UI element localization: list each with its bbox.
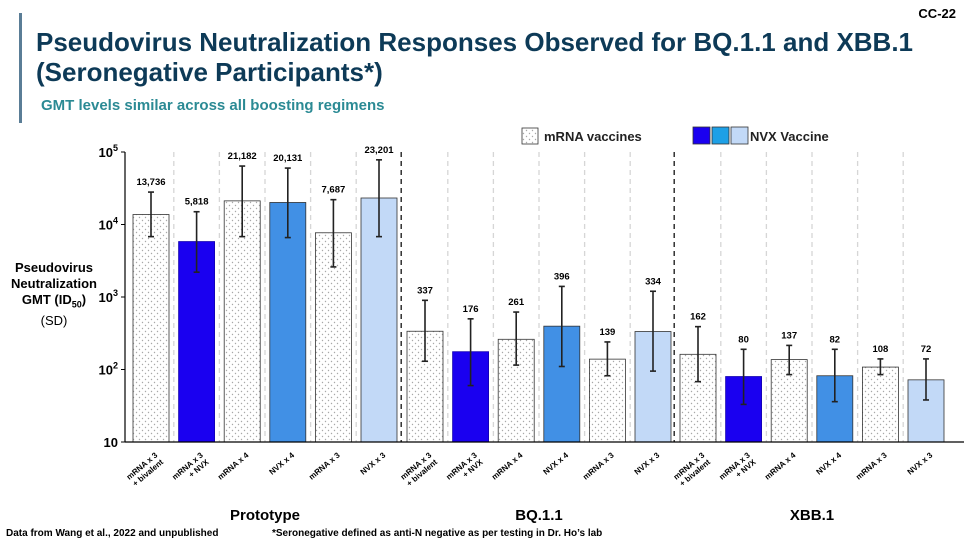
y-axis-label-line2: Neutralization: [11, 276, 97, 291]
group-label-prototype: Prototype: [230, 507, 300, 524]
data-label: 20,131: [273, 153, 303, 164]
y-axis-label: Pseudovirus Neutralization GMT (ID50) (S…: [0, 260, 108, 329]
data-label: 80: [738, 334, 749, 345]
data-label: 72: [921, 344, 932, 355]
category-label: mRNA x 4: [763, 450, 798, 481]
category-label: mRNA x 3: [854, 450, 889, 481]
data-label: 137: [781, 330, 797, 341]
bar-prototype-3: [223, 200, 261, 443]
y-axis-label-line3: GMT (ID50): [0, 292, 108, 313]
category-label: NVX x 3: [906, 450, 935, 476]
data-label: 82: [830, 334, 841, 345]
y-axis-label-line1: Pseudovirus: [14, 260, 94, 275]
bar-prototype-2: [178, 241, 216, 443]
footer-source: Data from Wang et al., 2022 and unpublis…: [6, 528, 219, 539]
data-label: 5,818: [185, 197, 209, 208]
y-tick-label: 103: [99, 288, 118, 305]
y-tick-label: 10: [104, 435, 118, 450]
grid-layer: [173, 152, 904, 442]
data-label: 334: [645, 276, 662, 287]
bar-prototype-6: [360, 197, 398, 443]
category-label: mRNA x 3+ NVX: [444, 450, 485, 488]
y-axis-label-line3-prefix: GMT (ID: [21, 292, 72, 307]
slide-title: Pseudovirus Neutralization Responses Obs…: [36, 27, 914, 87]
data-label: 162: [690, 312, 706, 323]
legend-label-mrna: mRNA vaccines: [544, 129, 642, 144]
legend-swatch-nvx-1: [692, 126, 711, 145]
bar-xbb1-5: [862, 366, 899, 443]
data-label: 176: [463, 304, 479, 315]
bars-layer: 13,736 5,818 21,182 20,131 7,687 23,201 337 176…: [132, 145, 945, 443]
data-label: 337: [417, 285, 433, 296]
data-label: 139: [599, 327, 615, 338]
footer-note: *Seronegative defined as anti-N negative…: [272, 528, 603, 539]
category-label: mRNA x 3+ NVX: [717, 450, 758, 488]
category-label: mRNA x 3+ bivalent: [125, 450, 166, 488]
category-label: mRNA x 3+ bivalent: [672, 450, 713, 488]
slide-subtitle: GMT levels similar across all boosting r…: [41, 97, 385, 114]
data-label: 23,201: [364, 145, 394, 156]
data-label: 13,736: [136, 177, 165, 188]
category-label: mRNA x 4: [490, 450, 525, 481]
category-label: mRNA x 3: [307, 450, 342, 481]
y-tick-label: 105: [99, 143, 118, 160]
legend-swatch-mrna: [521, 127, 539, 145]
category-label: mRNA x 3+ bivalent: [399, 450, 440, 488]
group-label-xbb1: XBB.1: [790, 507, 834, 524]
data-label: 7,687: [322, 185, 346, 196]
data-label: 21,182: [228, 151, 257, 162]
data-label: 108: [872, 344, 888, 355]
y-axis-label-line4: (SD): [40, 312, 68, 328]
legend-swatch-nvx-2: [711, 126, 730, 145]
bar-prototype-1: [132, 214, 170, 443]
y-axis-label-subscript: 50: [71, 299, 82, 310]
category-label: mRNA x 3: [581, 450, 616, 481]
category-label: NVX x 3: [633, 450, 662, 476]
slide-id: CC-22: [918, 6, 956, 21]
data-label: 396: [554, 271, 570, 282]
category-label: NVX x 4: [267, 450, 296, 476]
category-label: NVX x 4: [541, 450, 570, 476]
y-axis-label-line3-suffix: ): [81, 292, 87, 307]
title-accent-bar: [19, 13, 22, 123]
y-tick-label: 102: [99, 361, 118, 378]
y-tick-label: 104: [99, 216, 118, 233]
category-label: NVX x 4: [814, 450, 843, 476]
category-label: mRNA x 3+ NVX: [170, 450, 211, 488]
legend-label-nvx: NVX Vaccine: [750, 129, 829, 144]
category-label: mRNA x 4: [216, 450, 251, 481]
data-label: 261: [508, 297, 525, 308]
bar-prototype-4: [269, 202, 307, 443]
group-label-bq11: BQ.1.1: [515, 507, 563, 524]
legend: mRNA vaccines NVX Vaccine: [521, 126, 829, 145]
legend-swatch-nvx-3: [730, 126, 749, 145]
category-label: NVX x 3: [359, 450, 388, 476]
